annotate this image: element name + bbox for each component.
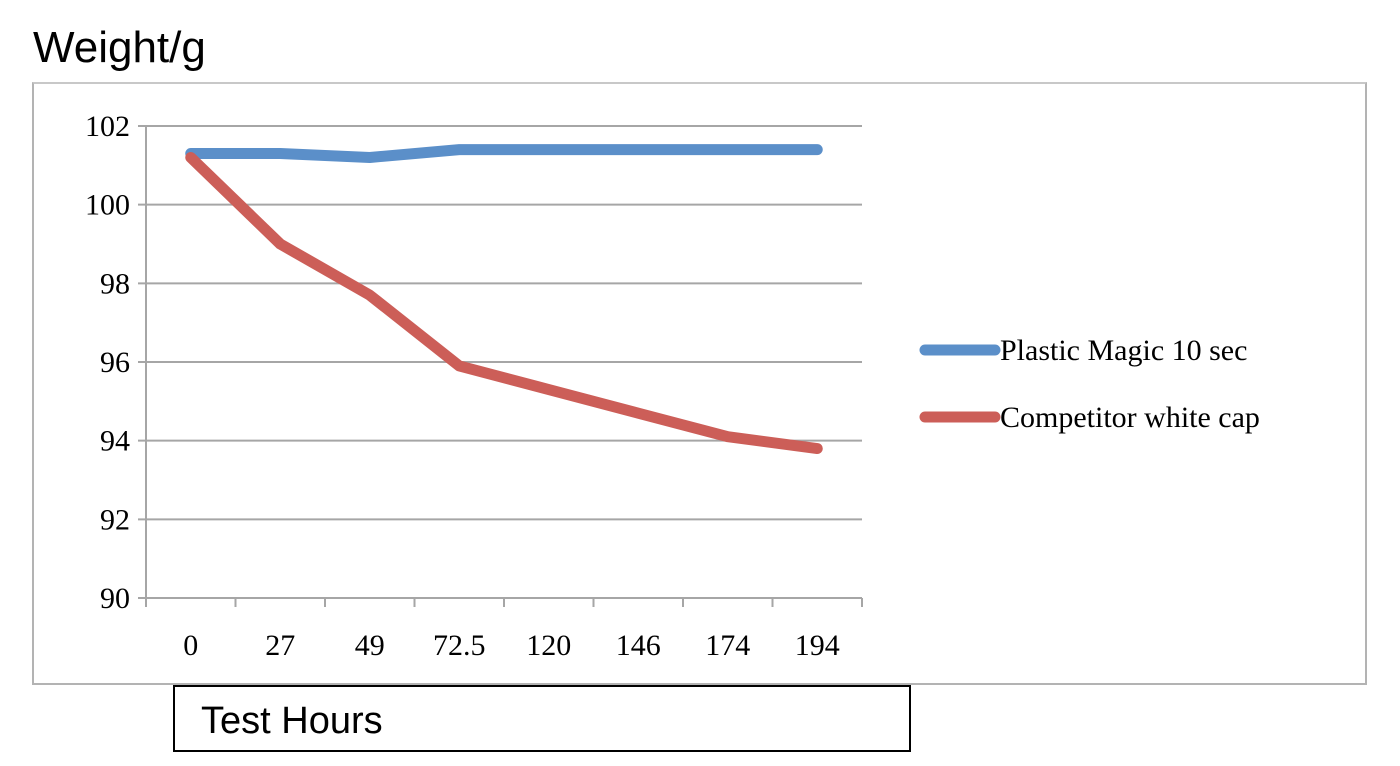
y-tick-label: 102 [85, 110, 130, 143]
x-tick-label: 194 [795, 629, 840, 662]
y-tick-label: 92 [100, 503, 130, 536]
x-tick-label: 72.5 [433, 629, 486, 662]
legend-label: Plastic Magic 10 sec [1000, 334, 1247, 367]
x-tick-label: 27 [265, 629, 295, 662]
x-tick-label: 120 [526, 629, 571, 662]
y-tick-label: 98 [100, 267, 130, 300]
x-axis-label-box: Test Hours [173, 685, 911, 752]
chart-title: Weight/g [33, 23, 206, 72]
chart-frame [32, 82, 1367, 685]
series-line-1 [185, 151, 823, 455]
y-tick-label: 94 [100, 425, 130, 458]
series-line-0 [185, 144, 823, 163]
y-tick-label: 100 [85, 189, 130, 222]
x-tick-label: 146 [616, 629, 661, 662]
legend-label: Competitor white cap [1000, 401, 1260, 434]
x-tick-label: 49 [355, 629, 385, 662]
x-tick-label: 0 [183, 629, 198, 662]
y-tick-label: 96 [100, 346, 130, 379]
x-axis-label: Test Hours [201, 700, 383, 742]
y-tick-label: 90 [100, 582, 130, 615]
x-tick-label: 174 [705, 629, 750, 662]
